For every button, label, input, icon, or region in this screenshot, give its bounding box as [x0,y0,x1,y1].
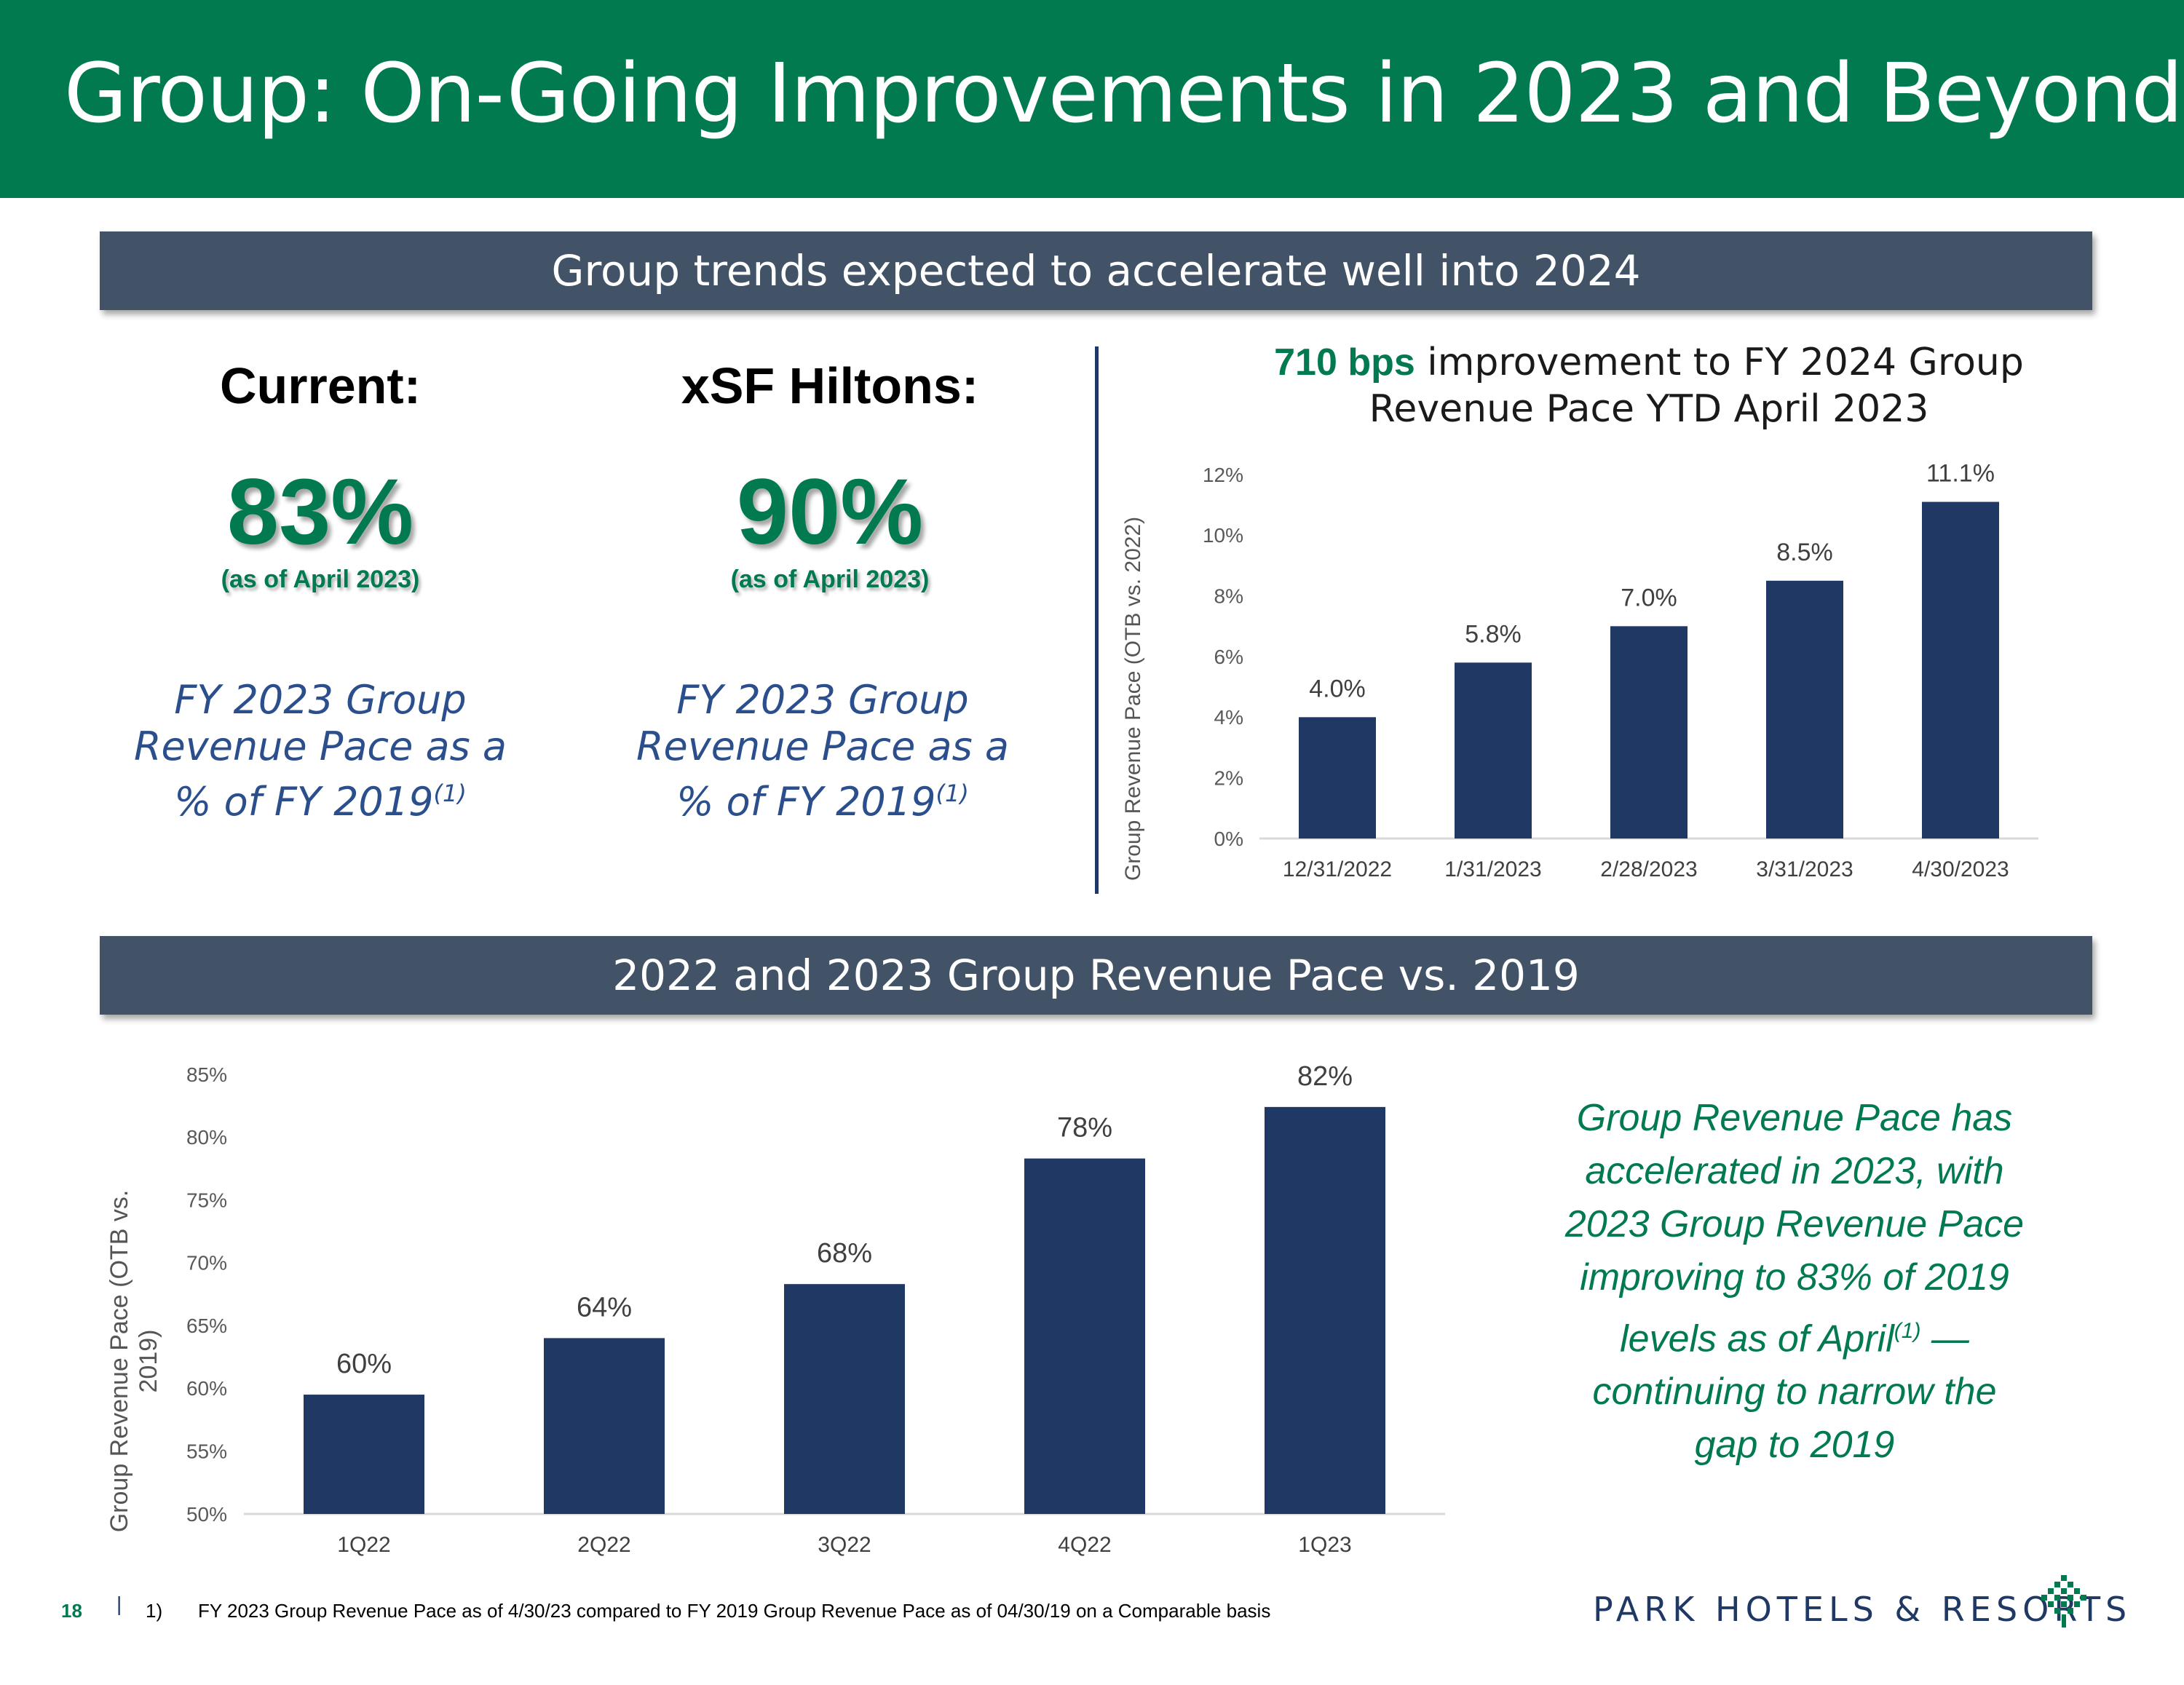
band-bottom: 2022 and 2023 Group Revenue Pace vs. 201… [100,936,2092,1015]
kpi-heading: Current: [219,357,422,414]
kpi-xsf-hiltons: xSF Hiltons: 90% (as of April 2023) [641,357,1019,594]
data-label: 7.0% [1621,584,1677,611]
brand-name: PARK HOTELS & RESORTS [1593,1590,2132,1629]
bar [1455,662,1532,838]
y-tick-label: 2% [1214,766,1243,789]
y-tick-label: 70% [186,1252,227,1274]
y-tick-label: 65% [186,1315,227,1337]
y-axis-label: Group Revenue Pace (OTB vs. [106,1190,133,1533]
x-tick-label: 2Q22 [577,1533,630,1557]
y-tick-label: 80% [186,1126,227,1149]
kpi-value: 83% [226,460,414,564]
data-label: 8.5% [1776,539,1833,566]
callout-line: Group Revenue Pace has [1576,1097,2013,1139]
x-tick-label: 3/31/2023 [1756,857,1853,881]
y-tick-label: 50% [186,1503,227,1526]
data-label: 78% [1057,1113,1112,1143]
bar [1610,626,1688,838]
y-tick-label: 55% [186,1440,227,1463]
data-label: 82% [1297,1061,1353,1092]
callout-line: continuing to narrow the [1592,1371,1997,1414]
title-bar: Group: On-Going Improvements in 2023 and… [0,0,2184,198]
x-tick-label: 3Q22 [818,1533,871,1557]
kpi-as-of: (as of April 2023) [730,566,930,593]
footnote-ref: (1) [1894,1319,1921,1343]
data-label: 68% [817,1238,872,1269]
y-axis-label: 2019) [135,1330,162,1393]
y-tick-label: 60% [186,1377,227,1400]
footnote-ref: (1) [935,780,969,807]
band-top: Group trends expected to accelerate well… [100,231,2092,310]
bar [1024,1158,1145,1514]
chart-title-line2: Revenue Pace YTD April 2023 [1369,387,1929,431]
callout-line: accelerated in 2023, with [1585,1150,2004,1192]
y-axis-label: Group Revenue Pace (OTB vs. 2022) [1121,517,1145,881]
y-tick-label: 75% [186,1189,227,1211]
footnote-index: 1) [146,1600,163,1622]
callout-text-part: levels as of April [1620,1317,1894,1360]
kpi-description: FY 2023 Group Revenue Pace as a % of FY … [109,677,531,825]
x-tick-label: 12/31/2022 [1283,857,1392,881]
bar [784,1284,905,1514]
kpi-desc-line: % of FY 2019(1) [612,770,1034,825]
kpi-desc-line: FY 2023 Group [174,677,467,723]
callout-line: 2023 Group Revenue Pace [1564,1203,2025,1245]
kpi-desc-line: % of FY 2019(1) [109,770,531,825]
y-tick-label: 85% [186,1063,227,1086]
data-label: 60% [336,1349,392,1379]
footer-separator: | [116,1593,122,1615]
page-number: 18 [61,1600,82,1622]
x-tick-label: 1/31/2023 [1444,857,1541,881]
callout-line: gap to 2019 [1694,1424,1895,1467]
tree-logo-icon [2041,1575,2086,1627]
x-tick-label: 1Q22 [337,1533,390,1557]
bar [1265,1106,1385,1514]
kpi-value: 90% [736,460,924,564]
footnote-ref: (1) [433,780,467,807]
pace-vs-2019-chart: Group Revenue Pace (OTB vs. 2019) 50% 55%… [106,1061,1445,1557]
callout-line: levels as of April(1) — [1529,1304,2060,1365]
kpi-desc-text: % of FY 2019 [174,779,434,825]
y-tick-label: 0% [1214,828,1243,850]
kpi-desc-line: Revenue Pace as a [636,723,1009,769]
callout-text: Group Revenue Pace has accelerated in 20… [1529,1092,2060,1472]
chart-title: 710 bps improvement to FY 2024 Group Rev… [1201,339,2097,432]
y-tick-label: 12% [1203,464,1243,486]
pace-2024-chart: Group Revenue Pace (OTB vs. 2022) 0% 2% 4%… [1121,460,2038,881]
kpi-desc-text: % of FY 2019 [676,779,936,825]
vertical-divider [1095,346,1099,894]
bar [1766,580,1843,838]
data-label: 11.1% [1926,460,1995,488]
callout-text-part: — [1920,1317,1969,1360]
chart-title-text: improvement to FY 2024 Group [1415,341,2024,384]
page-title: Group: On-Going Improvements in 2023 and… [64,47,2183,141]
kpi-as-of: (as of April 2023) [221,566,420,593]
data-label: 5.8% [1465,620,1522,648]
chart-title-highlight: 710 bps [1274,341,1415,384]
y-tick-label: 6% [1214,646,1243,668]
bar [304,1395,424,1514]
kpi-current: Current: 83% (as of April 2023) [131,357,510,594]
kpi-heading: xSF Hiltons: [681,357,979,414]
x-tick-label: 1Q23 [1298,1533,1351,1557]
footnote-text: FY 2023 Group Revenue Pace as of 4/30/23… [198,1600,1271,1622]
bar [1922,501,1999,838]
x-tick-label: 2/28/2023 [1600,857,1697,881]
kpi-description: FY 2023 Group Revenue Pace as a % of FY … [612,677,1034,825]
bar [1299,717,1376,838]
y-tick-label: 8% [1214,584,1243,607]
y-tick-label: 4% [1214,706,1243,729]
data-label: 4.0% [1309,675,1366,702]
kpi-desc-line: Revenue Pace as a [134,723,507,769]
kpi-desc-line: FY 2023 Group [676,677,969,723]
y-tick-label: 10% [1203,524,1243,547]
bar [544,1338,665,1514]
data-label: 64% [577,1292,632,1323]
x-tick-label: 4Q22 [1058,1533,1111,1557]
x-tick-label: 4/30/2023 [1912,857,2009,881]
callout-line: improving to 83% of 2019 [1580,1256,2009,1299]
